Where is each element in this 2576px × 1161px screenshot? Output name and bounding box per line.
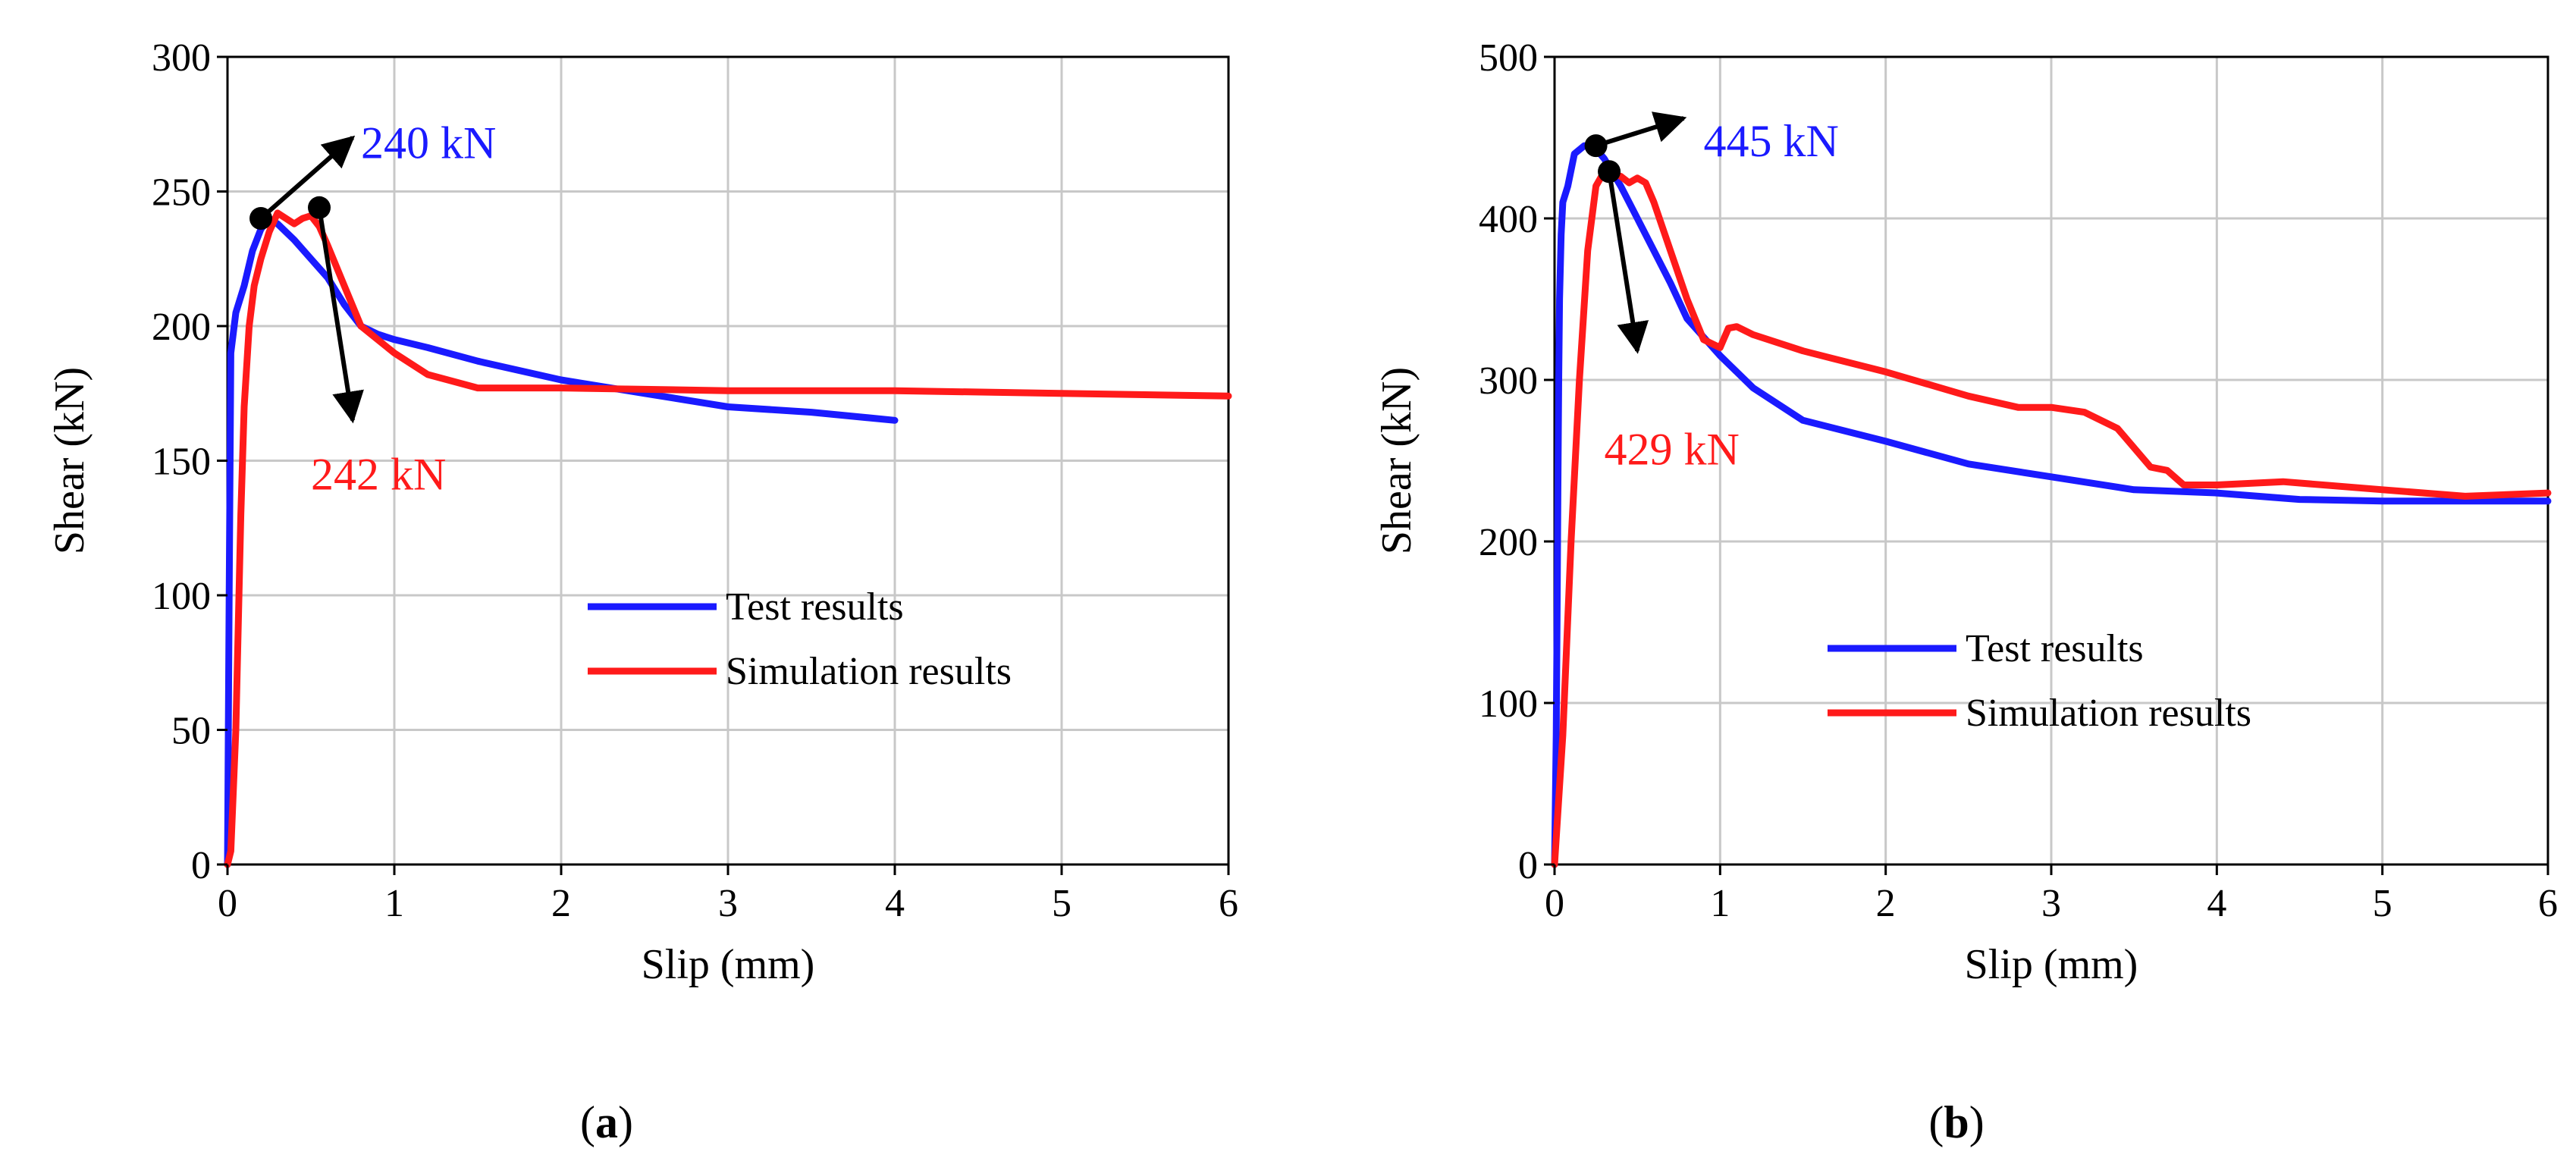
chart-b-series-test-line bbox=[1551, 142, 2552, 868]
chart-b-panel-label: (b) bbox=[1928, 1097, 1984, 1147]
chart-b-x-axis-label: Slip (mm) bbox=[1965, 941, 2138, 988]
chart-a-panel-label: (a) bbox=[580, 1097, 633, 1147]
chart-b-x-tick-label: 2 bbox=[1876, 882, 1896, 925]
chart-a-x-tick-label: 4 bbox=[885, 882, 905, 925]
chart-b-y-tick-label: 300 bbox=[1479, 359, 1538, 403]
chart-b-peak-test-point bbox=[1584, 134, 1608, 158]
chart-b-x-ticks: 0 1 2 3 4 5 6 bbox=[1545, 864, 2558, 925]
chart-a-y-tick-label: 300 bbox=[152, 36, 211, 80]
chart-a-series-simulation-line bbox=[224, 209, 1232, 868]
chart-b-x-tick-label: 6 bbox=[2538, 882, 2558, 925]
chart-a-y-tick-label: 0 bbox=[191, 844, 211, 887]
chart-b-x-tick-label: 3 bbox=[2041, 882, 2061, 925]
chart-a-y-tick-label: 50 bbox=[171, 710, 211, 753]
chart-a-y-axis-label: Shear (kN) bbox=[46, 367, 93, 554]
chart-a-peak-simulation-label: 242 kN bbox=[311, 449, 446, 499]
chart-b-y-ticks: 0 100 200 300 400 500 bbox=[1479, 36, 1555, 887]
chart-b-y-tick-label: 0 bbox=[1518, 844, 1538, 887]
chart-b-legend-simulation-label: Simulation results bbox=[1966, 692, 2251, 735]
chart-a-peak-simulation-point bbox=[308, 196, 331, 219]
chart-b-y-axis-label: Shear (kN) bbox=[1373, 367, 1420, 554]
chart-b-peak-simulation-label: 429 kN bbox=[1605, 425, 1740, 475]
chart-a-legend-test-label: Test results bbox=[726, 585, 904, 629]
chart-b-legend-test-label: Test results bbox=[1966, 627, 2144, 670]
chart-a-y-ticks: 0 50 100 150 200 250 300 bbox=[152, 36, 227, 887]
chart-a-peak-simulation-arrow bbox=[317, 207, 364, 424]
chart-a-y-tick-label: 100 bbox=[152, 575, 211, 618]
chart-a-x-tick-label: 2 bbox=[551, 882, 571, 925]
chart-b-legend: Test results Simulation results bbox=[1828, 627, 2251, 735]
chart-b-y-tick-label: 200 bbox=[1479, 521, 1538, 564]
chart-b-x-tick-label: 1 bbox=[1710, 882, 1730, 925]
chart-a-annotations: 240 kN 242 kN bbox=[249, 118, 496, 499]
chart-a-x-tick-label: 1 bbox=[384, 882, 404, 925]
chart-b-y-tick-label: 500 bbox=[1479, 36, 1538, 80]
chart-a-x-tick-label: 3 bbox=[718, 882, 738, 925]
chart-a-x-ticks: 0 1 2 3 4 5 6 bbox=[218, 864, 1238, 925]
chart-b-peak-simulation-point bbox=[1598, 160, 1621, 184]
chart-a-y-tick-label: 200 bbox=[152, 306, 211, 349]
chart-a-x-tick-label: 5 bbox=[1052, 882, 1072, 925]
chart-a-legend-simulation-label: Simulation results bbox=[726, 650, 1012, 693]
chart-a-series-test-line bbox=[224, 215, 899, 868]
chart-a-x-tick-label: 0 bbox=[218, 882, 237, 925]
chart-a-y-tick-label: 250 bbox=[152, 171, 211, 215]
chart-a-peak-test-point bbox=[249, 207, 272, 230]
chart-a-y-tick-label: 150 bbox=[152, 441, 211, 484]
chart-b-y-tick-label: 100 bbox=[1479, 682, 1538, 726]
chart-b-x-tick-label: 4 bbox=[2207, 882, 2226, 925]
chart-a-peak-test-label: 240 kN bbox=[361, 118, 496, 168]
chart-b: 0 1 2 3 4 5 6 0 100 200 300 400 500 Slip (mm) Shear… bbox=[1373, 36, 2558, 1147]
chart-a-x-axis-label: Slip (mm) bbox=[642, 941, 815, 988]
chart-b-annotations: 445 kN 429 kN bbox=[1584, 111, 1839, 475]
chart-b-x-tick-label: 0 bbox=[1545, 882, 1564, 925]
chart-b-y-tick-label: 400 bbox=[1479, 198, 1538, 241]
chart-a: 0 1 2 3 4 5 6 0 50 100 150 200 250 300 Slip (mm) She… bbox=[46, 36, 1238, 1147]
chart-b-peak-simulation-arrow bbox=[1607, 171, 1649, 354]
chart-b-x-tick-label: 5 bbox=[2373, 882, 2392, 925]
chart-a-x-tick-label: 6 bbox=[1219, 882, 1238, 925]
chart-a-legend: Test results Simulation results bbox=[588, 585, 1012, 693]
chart-b-peak-test-arrow bbox=[1595, 111, 1687, 149]
chart-b-peak-test-label: 445 kN bbox=[1704, 116, 1839, 166]
chart-a-peak-test-arrow bbox=[259, 135, 356, 221]
chart-a-series bbox=[224, 209, 1232, 868]
